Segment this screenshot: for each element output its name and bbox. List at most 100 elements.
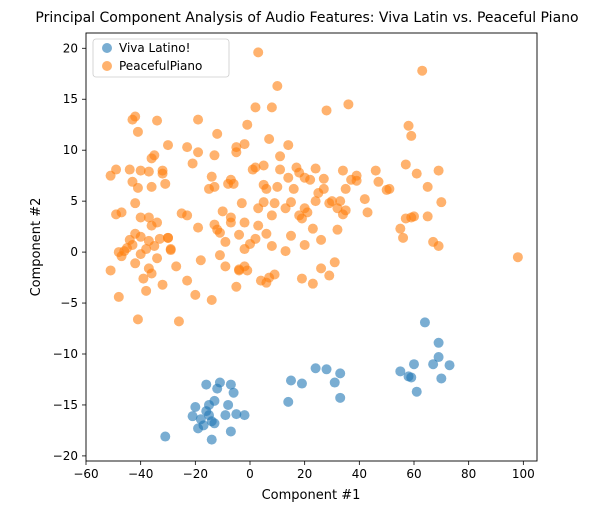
data-point <box>359 194 370 205</box>
x-tick-label: −60 <box>73 467 98 481</box>
data-point <box>111 164 122 175</box>
data-point <box>335 368 346 379</box>
data-point <box>209 395 220 406</box>
data-point <box>239 410 250 421</box>
data-point <box>193 222 204 233</box>
data-point <box>124 164 135 175</box>
data-point <box>433 240 444 251</box>
data-point <box>242 265 253 276</box>
data-point <box>250 162 261 173</box>
data-point <box>163 140 173 151</box>
data-point <box>332 224 343 235</box>
data-point <box>305 174 316 185</box>
data-point <box>419 317 430 328</box>
data-point <box>269 198 280 209</box>
data-point <box>266 210 277 221</box>
data-point <box>258 197 269 208</box>
legend-box <box>92 38 230 78</box>
data-point <box>316 263 327 274</box>
data-point <box>105 265 116 276</box>
data-point <box>411 386 422 397</box>
data-point <box>187 158 198 169</box>
data-point <box>149 240 160 251</box>
data-point <box>193 147 204 158</box>
x-axis-label: Component #1 <box>262 488 361 503</box>
data-point <box>220 410 231 421</box>
x-tick-label: 20 <box>297 467 312 481</box>
data-point <box>286 375 296 386</box>
data-point <box>132 182 143 193</box>
data-point <box>310 196 321 207</box>
legend: Viva Latino! PeacefulPiano <box>92 38 230 78</box>
data-point <box>206 434 217 445</box>
data-point <box>283 140 294 151</box>
data-point <box>329 257 340 268</box>
data-point <box>160 178 171 189</box>
data-point <box>143 166 154 177</box>
legend-label-viva-latino: Viva Latino! <box>119 41 190 55</box>
data-point <box>272 181 283 192</box>
data-point <box>373 176 384 187</box>
data-point <box>225 379 236 390</box>
y-tick-label: 5 <box>70 194 78 208</box>
data-point <box>130 198 141 209</box>
data-point <box>266 102 277 113</box>
y-tick-label: −5 <box>60 296 78 310</box>
data-point <box>149 150 160 161</box>
data-point <box>302 207 313 218</box>
data-point <box>193 114 204 125</box>
data-point <box>157 279 168 290</box>
data-point <box>130 258 141 269</box>
data-point <box>157 165 168 176</box>
data-point <box>436 197 447 208</box>
data-point <box>310 363 321 374</box>
data-point <box>182 142 193 153</box>
series-1 <box>105 47 523 327</box>
x-tick-label: 40 <box>352 467 367 481</box>
data-point <box>209 418 220 429</box>
data-point <box>236 198 247 209</box>
data-point <box>433 337 444 348</box>
data-point <box>395 223 406 234</box>
data-point <box>335 392 346 403</box>
data-point <box>212 128 223 139</box>
y-tick-label: 10 <box>63 143 78 157</box>
legend-marker-viva-latino <box>102 43 112 53</box>
data-point <box>152 115 163 126</box>
y-tick-label: 15 <box>63 92 78 106</box>
y-tick-label: −10 <box>53 347 78 361</box>
data-point <box>324 270 335 281</box>
data-point <box>253 220 264 231</box>
data-point <box>231 409 242 420</box>
data-point <box>406 372 417 383</box>
data-point <box>160 431 171 442</box>
data-point <box>234 229 245 240</box>
x-axis: −60 −40 −20 0 20 40 60 80 100 <box>73 461 535 481</box>
data-point <box>127 239 138 250</box>
y-tick-label: −20 <box>53 449 78 463</box>
data-point <box>310 163 321 174</box>
data-point <box>362 207 373 218</box>
data-point <box>146 181 157 192</box>
data-point <box>269 269 280 280</box>
data-point <box>406 130 417 141</box>
data-point <box>340 205 351 216</box>
data-point <box>135 231 146 242</box>
plot-area <box>85 32 538 462</box>
data-point <box>280 246 291 257</box>
data-point <box>264 133 275 144</box>
data-point <box>152 253 163 264</box>
data-point <box>242 119 253 130</box>
data-point <box>130 111 141 122</box>
data-point <box>288 183 299 194</box>
data-point <box>261 183 272 194</box>
series-0 <box>160 317 455 445</box>
data-point <box>209 181 220 192</box>
x-tick-label: 100 <box>512 467 535 481</box>
data-point <box>436 373 447 384</box>
data-point <box>286 197 296 208</box>
data-point <box>143 212 154 223</box>
data-point <box>512 252 523 263</box>
data-point <box>220 261 231 272</box>
